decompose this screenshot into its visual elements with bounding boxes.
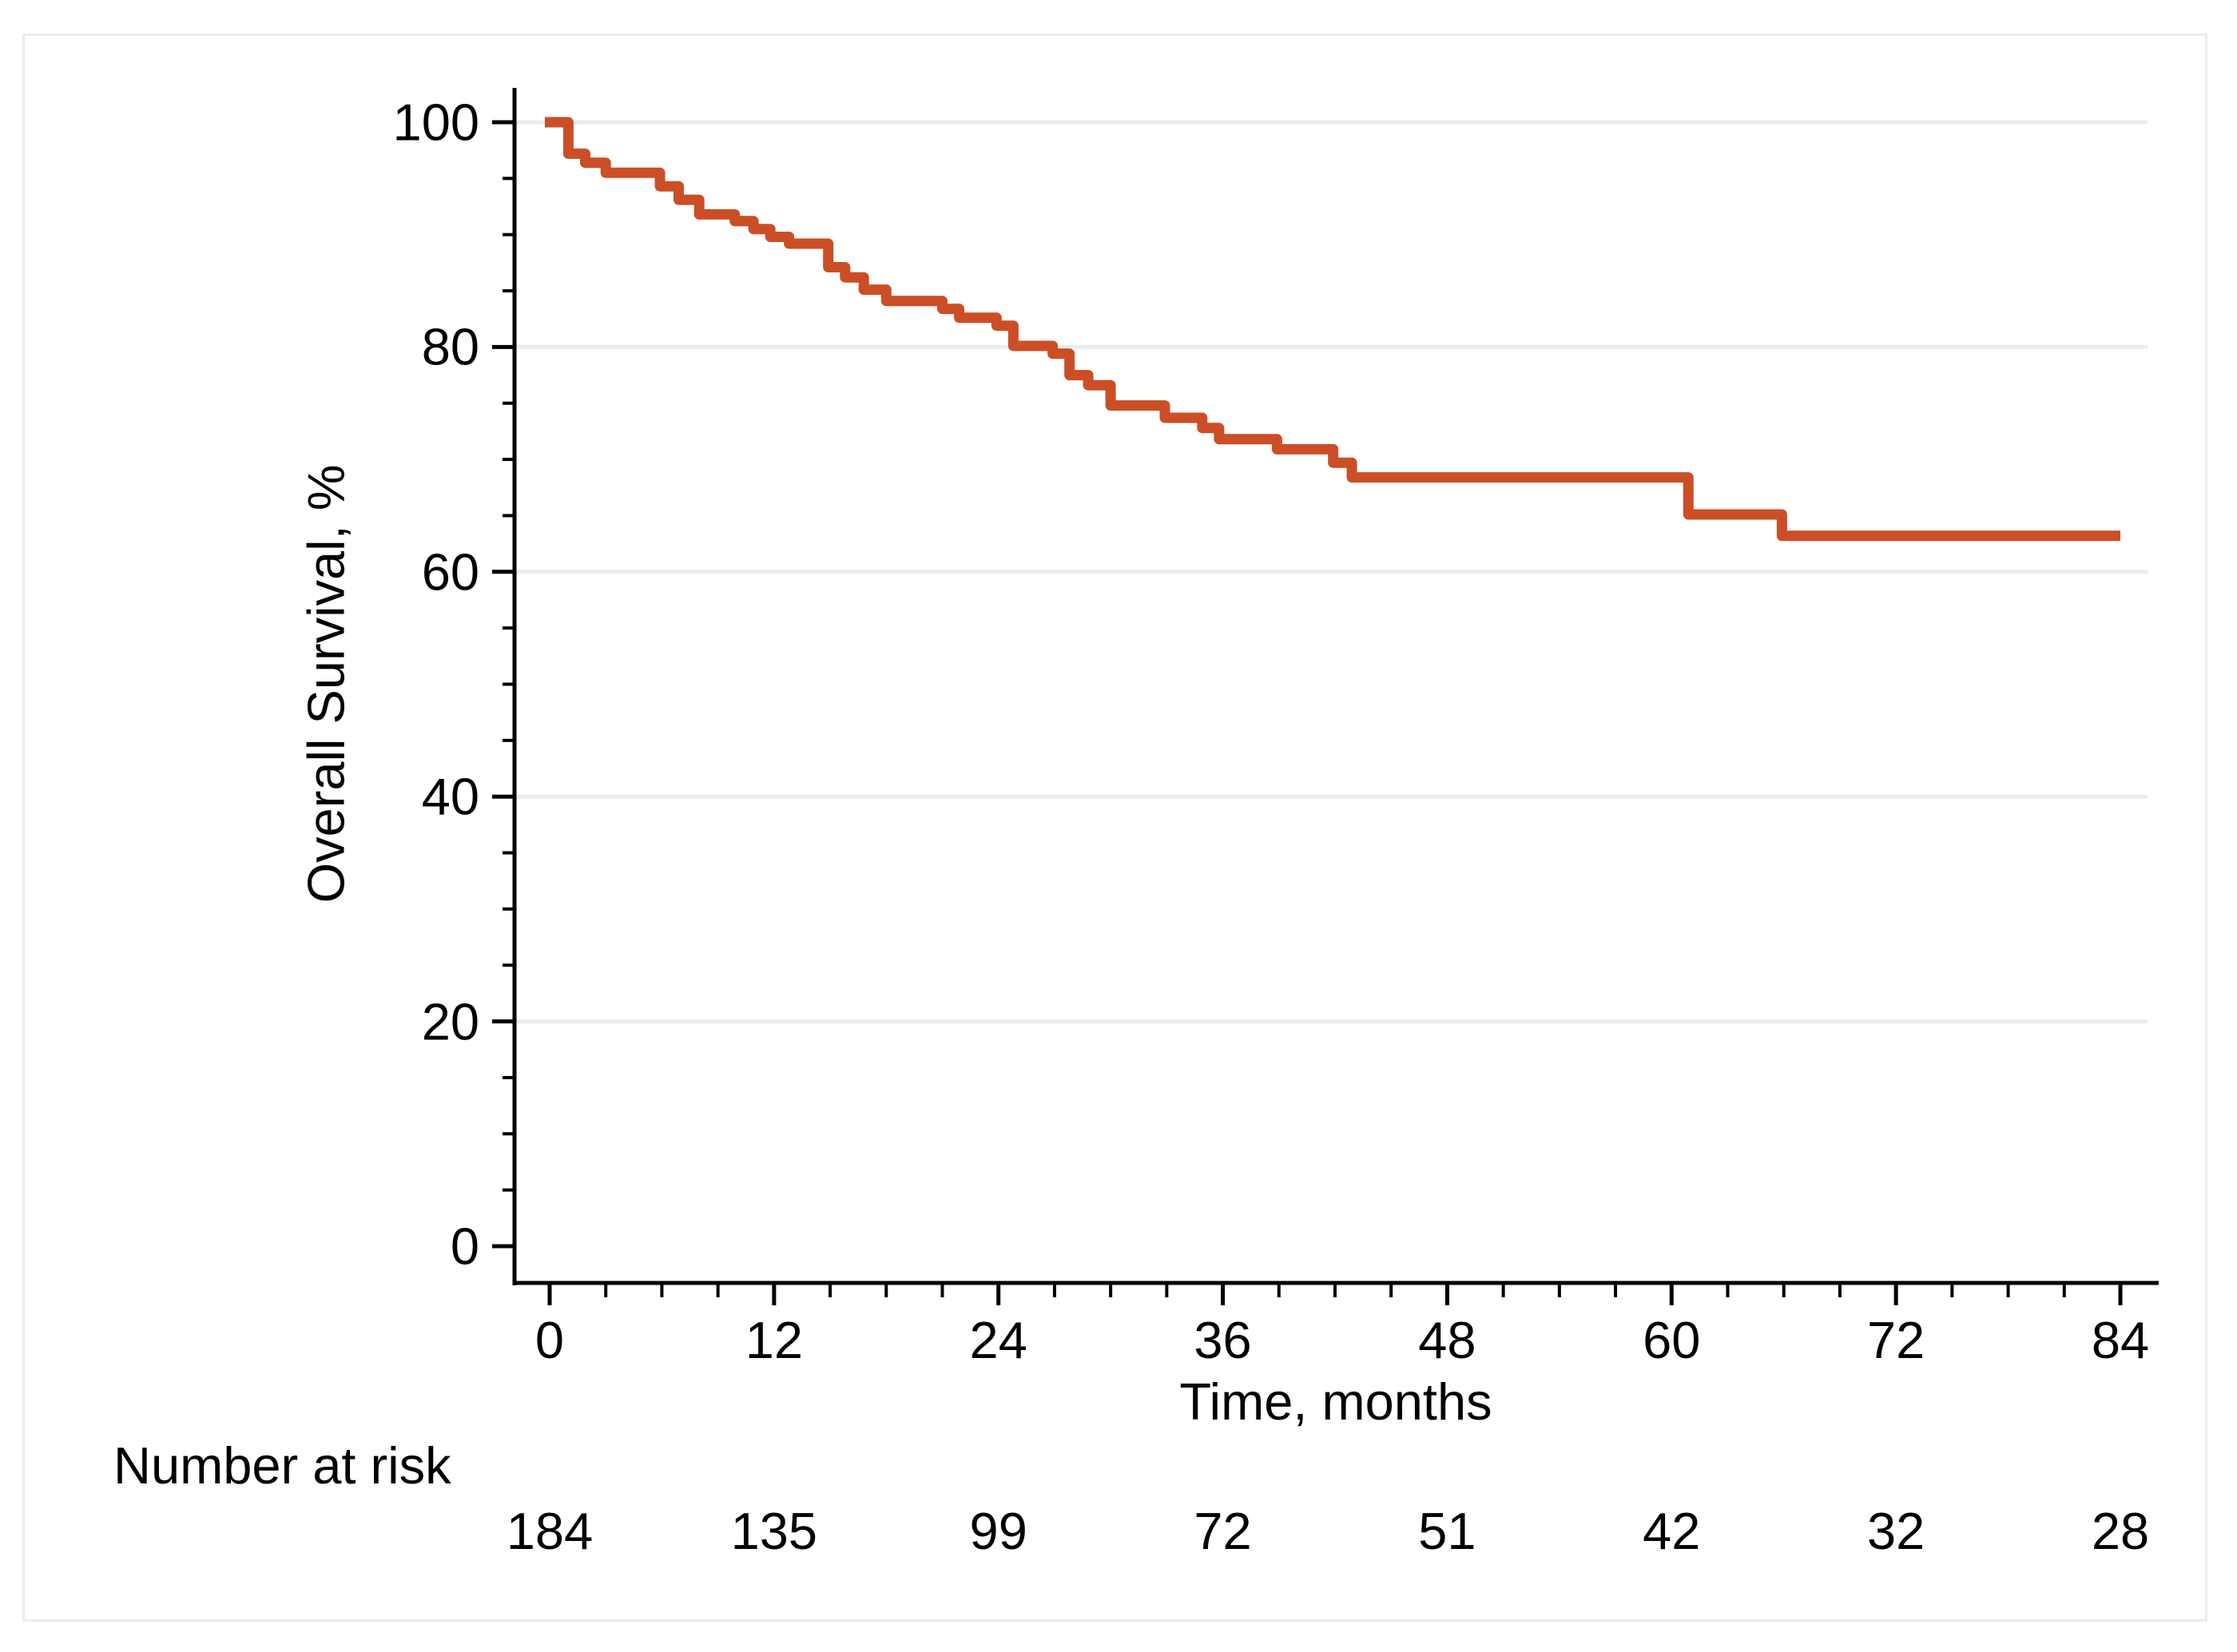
survival-curve <box>545 117 2120 542</box>
risk-count: 32 <box>1866 1502 1925 1560</box>
y-tick-label: 60 <box>421 542 479 602</box>
risk-count: 99 <box>969 1502 1027 1560</box>
risk-count: 184 <box>506 1502 594 1560</box>
risk-count: 51 <box>1418 1502 1476 1560</box>
x-tick-label: 72 <box>1866 1311 1925 1369</box>
axis-ticks <box>492 120 2123 1305</box>
risk-count: 28 <box>2091 1502 2150 1560</box>
x-tick-label: 24 <box>969 1311 1027 1369</box>
x-tick-label: 48 <box>1418 1311 1476 1369</box>
y-tick-label: 80 <box>421 317 479 376</box>
risk-count: 135 <box>730 1502 818 1560</box>
risk-count: 72 <box>1194 1502 1252 1560</box>
y-tick-label: 40 <box>421 767 479 826</box>
number-at-risk-label: Number at risk <box>113 1436 451 1495</box>
y-tick-label: 0 <box>450 1217 479 1276</box>
x-tick-label: 84 <box>2091 1311 2150 1369</box>
y-tick-label: 20 <box>421 992 479 1051</box>
x-axis-title: Time, months <box>1179 1372 1492 1431</box>
survival-curves <box>545 117 2120 542</box>
x-tick-label: 12 <box>745 1311 803 1369</box>
y-tick-label: 100 <box>392 93 479 152</box>
axes <box>512 88 2159 1285</box>
risk-count: 42 <box>1643 1502 1701 1560</box>
figure-border <box>22 34 2207 1622</box>
gridlines <box>516 120 2148 1024</box>
y-axis-title: Overall Survival, % <box>296 464 356 903</box>
x-tick-label: 0 <box>534 1311 565 1369</box>
x-tick-label: 60 <box>1643 1311 1701 1369</box>
x-tick-label: 36 <box>1194 1311 1252 1369</box>
